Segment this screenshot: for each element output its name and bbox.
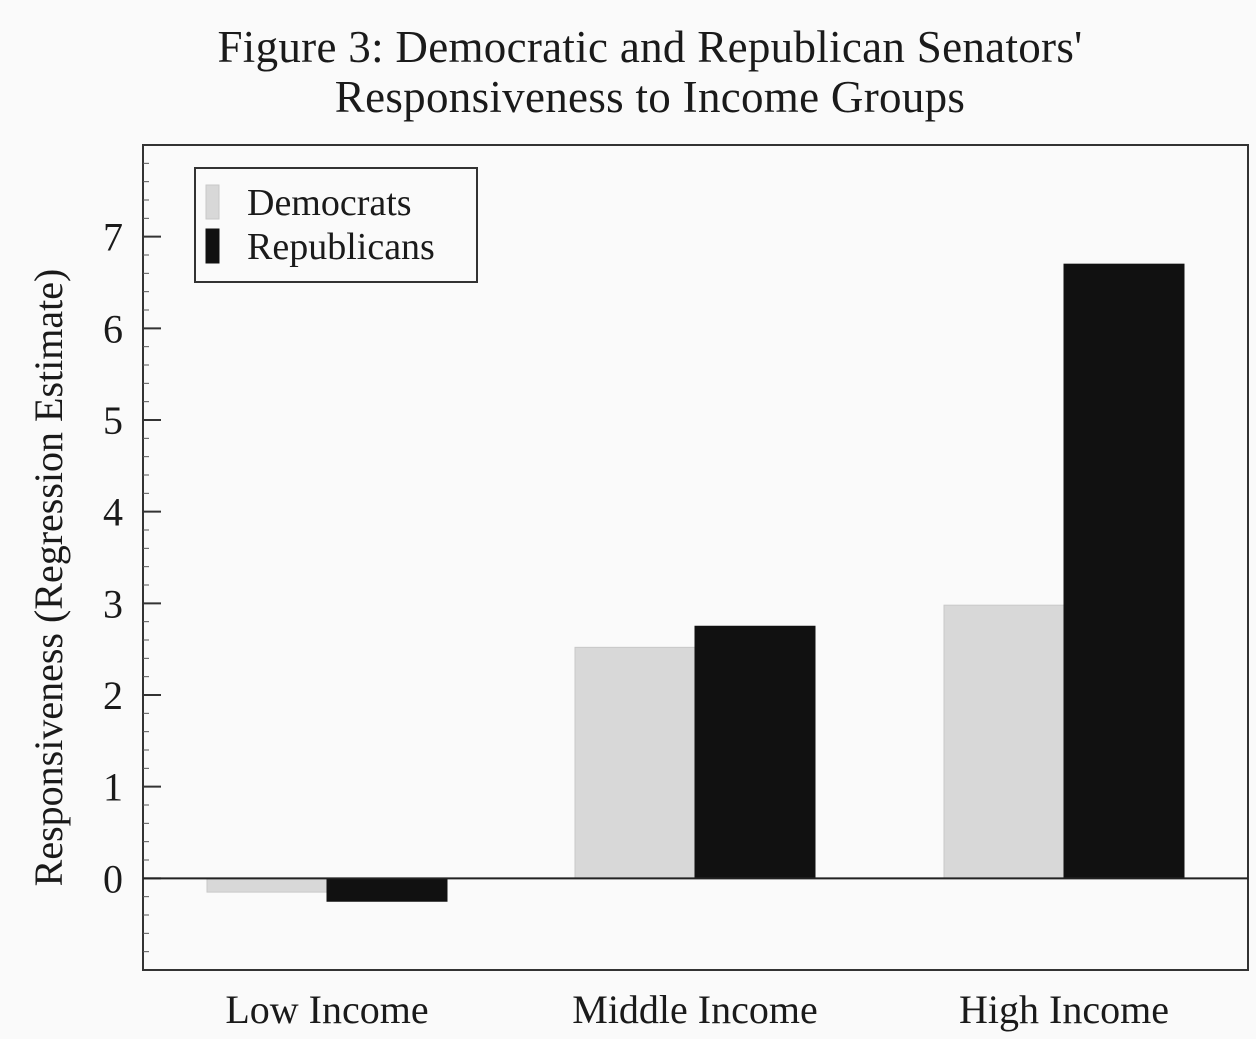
chart-title-block: Figure 3: Democratic and Republican Sena…	[100, 22, 1200, 122]
y-tick-label: 7	[103, 215, 123, 260]
bar-democrats	[206, 877, 328, 893]
y-tick-label: 2	[103, 673, 123, 718]
x-category-label: Middle Income	[572, 987, 818, 1032]
legend-swatch-republicans	[205, 228, 220, 264]
x-category-label: Low Income	[225, 987, 428, 1032]
bar-republicans	[694, 625, 816, 879]
chart-subtitle: Responsiveness to Income Groups	[334, 72, 966, 122]
bar-democrats	[574, 646, 696, 879]
y-axis-label: Responsiveness (Regression Estimate)	[26, 269, 71, 887]
bar-republicans	[1063, 263, 1185, 879]
y-tick-label: 6	[103, 306, 123, 351]
legend-box	[194, 167, 478, 283]
bar-democrats	[943, 604, 1065, 879]
y-tick-label: 5	[103, 398, 123, 443]
legend-label: Republicans	[247, 226, 435, 268]
y-tick-label: 1	[103, 765, 123, 810]
y-tick-label: 3	[103, 581, 123, 626]
bar-republicans	[326, 877, 448, 902]
y-tick-label: 0	[103, 856, 123, 901]
legend-swatch-democrats	[205, 184, 220, 220]
y-tick-label: 4	[103, 490, 123, 535]
plot-frame	[142, 144, 1249, 971]
chart-title: Figure 3: Democratic and Republican Sena…	[217, 22, 1083, 72]
x-category-label: High Income	[959, 987, 1169, 1032]
legend-label: Democrats	[247, 182, 412, 224]
